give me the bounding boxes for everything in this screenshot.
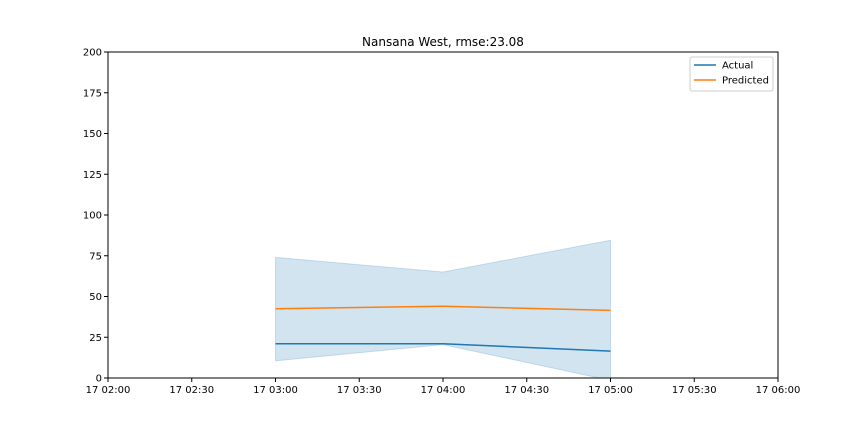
series-line-actual — [275, 343, 611, 352]
series-lines-layer — [275, 305, 611, 352]
legend-label: Actual — [722, 61, 753, 72]
legend: Actual Predicted — [689, 56, 774, 92]
y-axis: 0 25 50 75 100 125 150 175 200 — [83, 48, 108, 385]
y-tick-label: 50 — [89, 292, 102, 303]
y-tick-label: 25 — [89, 333, 102, 344]
x-tick-label: 17 03:00 — [253, 385, 298, 396]
legend-label: Predicted — [722, 76, 769, 87]
y-tick-label: 125 — [83, 170, 102, 181]
y-tick-label: 175 — [83, 88, 102, 99]
chart-title: Nansana West, rmse:23.08 — [362, 35, 524, 49]
y-tick-label: 0 — [96, 374, 102, 385]
x-tick-label: 17 04:00 — [421, 385, 466, 396]
x-tick-label: 17 05:00 — [588, 385, 633, 396]
x-tick-label: 17 03:30 — [337, 385, 382, 396]
y-tick-label: 150 — [83, 129, 102, 140]
y-tick-label: 75 — [89, 251, 102, 262]
x-tick-label: 17 06:00 — [756, 385, 801, 396]
x-tick-label: 17 02:30 — [169, 385, 214, 396]
y-tick-label: 100 — [83, 211, 102, 222]
x-tick-label: 17 02:00 — [86, 385, 131, 396]
series-line-predicted — [275, 305, 611, 312]
y-tick-label: 200 — [83, 48, 102, 59]
x-tick-label: 17 05:30 — [672, 385, 717, 396]
x-tick-label: 17 04:30 — [504, 385, 549, 396]
x-axis: 17 02:00 17 02:30 17 03:00 17 03:30 17 04:00… — [86, 378, 801, 396]
